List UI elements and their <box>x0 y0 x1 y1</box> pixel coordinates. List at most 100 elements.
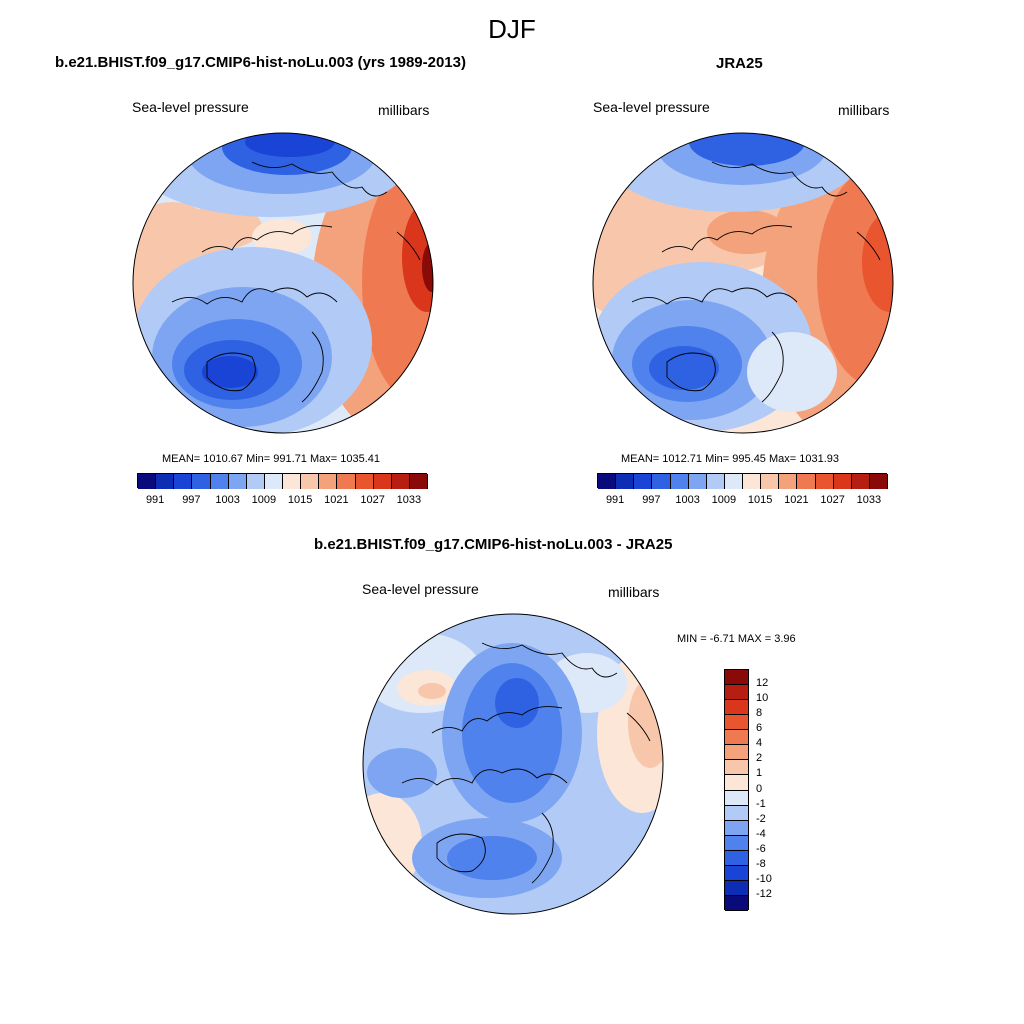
panel1-colorbar-swatch <box>229 474 247 489</box>
panel1-colorbar-tick-label: 1021 <box>316 494 356 506</box>
panel2-colorbar <box>597 473 887 488</box>
panel2-colorbar-swatch <box>671 474 689 489</box>
panel2-colorbar-swatch <box>816 474 834 489</box>
panel3-colorbar-ticks: 12 10 8 6 4 2 1 0 -1 -2 -4 -6 -8 -10 -12 <box>752 669 792 910</box>
panel1-colorbar-tick-label: 1027 <box>353 494 393 506</box>
panel1-title: b.e21.BHIST.f09_g17.CMIP6-hist-noLu.003 … <box>55 54 466 71</box>
panel3-colorbar-swatch <box>725 851 748 866</box>
panel1-colorbar <box>137 473 427 488</box>
panel3-colorbar-swatch <box>725 685 748 700</box>
panel1-colorbar-ticks: 991 997 1003 1009 1015 1021 1027 1033 <box>137 494 427 508</box>
panel2-colorbar-swatch <box>870 474 888 489</box>
panel2-colorbar-ticks: 991 997 1003 1009 1015 1021 1027 1033 <box>597 494 887 508</box>
panel3-units: millibars <box>608 584 659 600</box>
panel3-variable: Sea-level pressure <box>362 581 479 597</box>
panel3-title: b.e21.BHIST.f09_g17.CMIP6-hist-noLu.003 … <box>314 536 672 553</box>
panel1-colorbar-swatch <box>156 474 174 489</box>
panel3-colorbar-tick-label: -1 <box>756 798 766 810</box>
panel3-colorbar-tick-label: -12 <box>756 888 772 900</box>
panel3-colorbar-swatch <box>725 881 748 896</box>
panel1-colorbar-swatch <box>301 474 319 489</box>
panel1-field <box>132 132 434 434</box>
panel3-colorbar-tick-label: 12 <box>756 677 768 689</box>
panel1-variable: Sea-level pressure <box>132 99 249 115</box>
panel1-colorbar-tick-label: 991 <box>135 494 175 506</box>
panel3-colorbar-swatch <box>725 791 748 806</box>
panel2-variable: Sea-level pressure <box>593 99 710 115</box>
panel3-colorbar-tick-label: 4 <box>756 737 762 749</box>
figure-title: DJF <box>0 14 1024 45</box>
panel3-colorbar-swatch <box>725 806 748 821</box>
panel3-colorbar-swatch <box>725 836 748 851</box>
panel2-colorbar-tick-label: 1015 <box>740 494 780 506</box>
panel2-colorbar-swatch <box>634 474 652 489</box>
panel3-colorbar-tick-label: 8 <box>756 707 762 719</box>
panel3-colorbar-swatch <box>725 775 748 790</box>
panel2-colorbar-tick-label: 1021 <box>776 494 816 506</box>
panel2-colorbar-swatch <box>852 474 870 489</box>
panel3-field <box>362 613 664 915</box>
panel1-colorbar-tick-label: 1003 <box>208 494 248 506</box>
panel1-colorbar-tick-label: 1009 <box>244 494 284 506</box>
panel3-colorbar-tick-label: 6 <box>756 722 762 734</box>
panel1-colorbar-swatch <box>356 474 374 489</box>
panel2-map <box>592 132 894 434</box>
panel2-colorbar-swatch <box>707 474 725 489</box>
panel3-colorbar-swatch <box>725 745 748 760</box>
panel2-units: millibars <box>838 102 889 118</box>
panel2-colorbar-swatch <box>761 474 779 489</box>
panel1-colorbar-swatch <box>283 474 301 489</box>
panel1-colorbar-swatch <box>410 474 428 489</box>
panel1-colorbar-swatch <box>192 474 210 489</box>
panel2-colorbar-swatch <box>743 474 761 489</box>
panel1-colorbar-swatch <box>392 474 410 489</box>
panel3-colorbar-tick-label: -8 <box>756 858 766 870</box>
panel1-units: millibars <box>378 102 429 118</box>
panel3-map <box>362 613 664 915</box>
panel3-colorbar-swatch <box>725 715 748 730</box>
panel2-colorbar-swatch <box>779 474 797 489</box>
panel1-colorbar-swatch <box>337 474 355 489</box>
panel1-colorbar-swatch <box>247 474 265 489</box>
panel3-colorbar <box>724 669 749 910</box>
panel1-colorbar-swatch <box>374 474 392 489</box>
panel2-colorbar-tick-label: 991 <box>595 494 635 506</box>
panel3-colorbar-swatch <box>725 866 748 881</box>
panel2-colorbar-tick-label: 1009 <box>704 494 744 506</box>
panel3-colorbar-tick-label: 1 <box>756 767 762 779</box>
panel3-colorbar-tick-label: -2 <box>756 813 766 825</box>
panel1-map <box>132 132 434 434</box>
panel2-colorbar-swatch <box>652 474 670 489</box>
panel2-colorbar-tick-label: 997 <box>631 494 671 506</box>
panel1-colorbar-tick-label: 1015 <box>280 494 320 506</box>
panel2-stats: MEAN= 1012.71 Min= 995.45 Max= 1031.93 <box>621 453 839 465</box>
panel2-colorbar-tick-label: 1027 <box>813 494 853 506</box>
panel2-colorbar-swatch <box>616 474 634 489</box>
panel3-colorbar-tick-label: -4 <box>756 828 766 840</box>
panel3-colorbar-swatch <box>725 700 748 715</box>
panel3-colorbar-swatch <box>725 670 748 685</box>
panel2-colorbar-swatch <box>797 474 815 489</box>
panel2-colorbar-swatch <box>689 474 707 489</box>
panel1-colorbar-swatch <box>174 474 192 489</box>
panel3-colorbar-swatch <box>725 730 748 745</box>
panel3-colorbar-swatch <box>725 821 748 836</box>
panel3-stats: MIN = -6.71 MAX = 3.96 <box>677 633 796 645</box>
panel3-colorbar-tick-label: 2 <box>756 752 762 764</box>
panel3-colorbar-tick-label: 0 <box>756 783 762 795</box>
panel2-colorbar-swatch <box>725 474 743 489</box>
panel3-colorbar-tick-label: -6 <box>756 843 766 855</box>
panel2-colorbar-swatch <box>598 474 616 489</box>
panel3-colorbar-swatch <box>725 760 748 775</box>
panel3-colorbar-swatch <box>725 896 748 911</box>
panel1-stats: MEAN= 1010.67 Min= 991.71 Max= 1035.41 <box>162 453 380 465</box>
panel2-title: JRA25 <box>716 55 763 72</box>
panel1-colorbar-tick-label: 1033 <box>389 494 429 506</box>
panel2-colorbar-swatch <box>834 474 852 489</box>
panel1-colorbar-swatch <box>138 474 156 489</box>
panel3-colorbar-tick-label: -10 <box>756 873 772 885</box>
panel1-colorbar-swatch <box>265 474 283 489</box>
panel2-colorbar-tick-label: 1033 <box>849 494 889 506</box>
panel1-colorbar-swatch <box>319 474 337 489</box>
panel2-field <box>592 132 894 434</box>
